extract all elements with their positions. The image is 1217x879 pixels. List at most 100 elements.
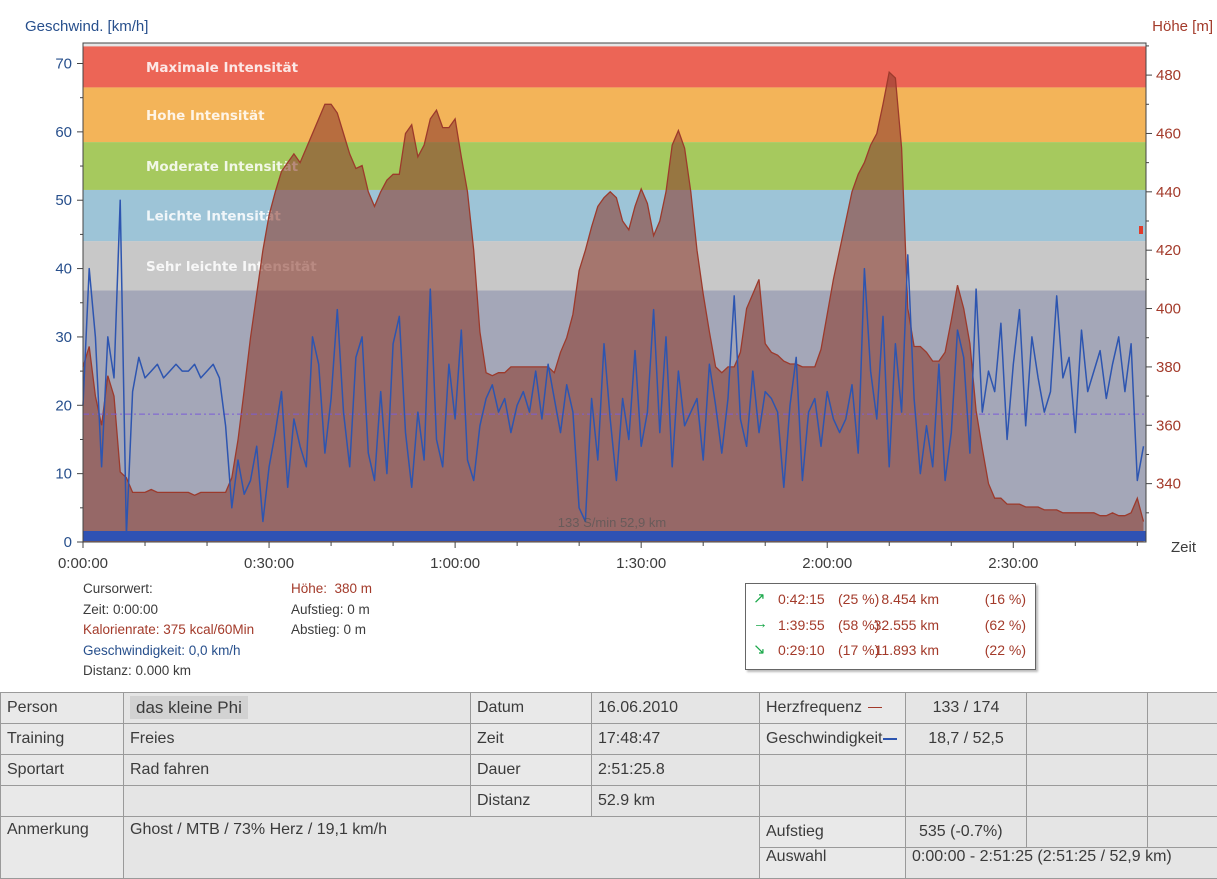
table-row: Anmerkung Ghost / MTB / 73% Herz / 19,1 … xyxy=(1,817,1217,848)
aufstieg-value: 535 (-0.7%) xyxy=(906,817,1027,848)
geschwindigkeit-label-text: Geschwindigkeit xyxy=(766,730,883,747)
empty-cell xyxy=(1027,693,1148,724)
cursor-speed: Geschwindigkeit: 0,0 km/h xyxy=(83,641,254,662)
empty-cell xyxy=(1027,817,1148,848)
stats-duration: 0:42:15 xyxy=(778,591,825,607)
stats-pct-distance: (62 %) xyxy=(985,617,1026,633)
cursor-info-left: Cursorwert: Zeit: 0:00:00 Kalorienrate: … xyxy=(83,579,254,682)
y-right-tick-label: 440 xyxy=(1156,184,1181,201)
stats-row-flat: → 1:39:55 (58 %) 32.555 km (62 %) xyxy=(746,614,1035,639)
zeit-value[interactable]: 17:48:47 xyxy=(592,724,760,755)
datum-value[interactable]: 16.06.2010 xyxy=(592,693,760,724)
y-left-tick-label: 10 xyxy=(55,466,72,483)
y-left-axis-title: Geschwind. [km/h] xyxy=(25,18,148,35)
y-right-tick-label: 340 xyxy=(1156,476,1181,493)
person-value[interactable]: das kleine Phi xyxy=(130,696,248,719)
table-row: Person das kleine Phi Datum 16.06.2010 H… xyxy=(1,693,1217,724)
auswahl-label: Auswahl xyxy=(760,848,906,879)
table-row: Sportart Rad fahren Dauer 2:51:25.8 xyxy=(1,755,1217,786)
anmerkung-label: Anmerkung xyxy=(1,817,124,879)
empty-cell xyxy=(760,755,906,786)
empty-cell xyxy=(1148,724,1217,755)
x-tick-label: 2:30:00 xyxy=(988,555,1038,572)
intensity-zone-label: Maximale Intensität xyxy=(146,60,299,76)
y-left-tick-label: 60 xyxy=(55,124,72,141)
datum-label: Datum xyxy=(471,693,592,724)
sportart-label: Sportart xyxy=(1,755,124,786)
cursor-heading: Cursorwert: xyxy=(83,579,254,600)
herzfrequenz-value: 133 / 174 xyxy=(906,693,1027,724)
intensity-zone-label: Leichte Intensität xyxy=(146,209,281,225)
stats-pct-distance: (22 %) xyxy=(985,642,1026,658)
person-field[interactable]: das kleine Phi xyxy=(124,693,471,724)
zeit-label: Zeit xyxy=(471,724,592,755)
y-right-tick-label: 420 xyxy=(1156,242,1181,259)
y-right-tick-label: 460 xyxy=(1156,125,1181,142)
distanz-label: Distanz xyxy=(471,786,592,817)
empty-cell xyxy=(124,786,471,817)
dauer-value: 2:51:25.8 xyxy=(592,755,760,786)
training-value[interactable]: Freies xyxy=(124,724,471,755)
cursor-descent: Abstieg: 0 m xyxy=(291,620,372,641)
gradient-stats-box: ↗ 0:42:15 (25 %) 8.454 km (16 %) → 1:39:… xyxy=(745,583,1036,670)
empty-cell xyxy=(1027,786,1148,817)
cursor-info-right: Höhe: 380 m Aufstieg: 0 m Abstieg: 0 m xyxy=(291,579,372,641)
empty-cell xyxy=(906,755,1027,786)
stats-duration: 0:29:10 xyxy=(778,642,825,658)
dauer-label: Dauer xyxy=(471,755,592,786)
y-right-axis-title: Höhe [m] xyxy=(1152,18,1213,35)
downhill-arrow-icon: ↘ xyxy=(753,640,766,658)
cursor-altitude: Höhe: 380 m xyxy=(291,579,372,600)
anmerkung-value[interactable]: Ghost / MTB / 73% Herz / 19,1 km/h xyxy=(124,817,760,879)
flat-arrow-icon: → xyxy=(753,615,768,632)
y-right-tick-label: 360 xyxy=(1156,417,1181,434)
selection-bar xyxy=(83,531,1146,541)
stats-duration: 1:39:55 xyxy=(778,617,825,633)
y-left-tick-label: 40 xyxy=(55,261,72,278)
aufstieg-label: Aufstieg xyxy=(760,817,906,848)
x-tick-label: 1:30:00 xyxy=(616,555,666,572)
empty-cell xyxy=(1,786,124,817)
cursor-ascent: Aufstieg: 0 m xyxy=(291,600,372,621)
cursor-marker xyxy=(1139,226,1143,234)
empty-cell xyxy=(1148,693,1217,724)
stats-distance: 11.893 km xyxy=(859,642,939,658)
auswahl-value: 0:00:00 - 2:51:25 (2:51:25 / 52,9 km) xyxy=(906,848,1217,879)
y-left-tick-label: 30 xyxy=(55,329,72,346)
cursor-time: Zeit: 0:00:00 xyxy=(83,600,254,621)
heart-rate-legend-line xyxy=(868,707,882,708)
training-info-table: Person das kleine Phi Datum 16.06.2010 H… xyxy=(0,692,1217,879)
y-right-tick-label: 380 xyxy=(1156,359,1181,376)
x-tick-label: 2:00:00 xyxy=(802,555,852,572)
speed-legend-line xyxy=(883,738,897,740)
x-tick-label: 0:00:00 xyxy=(58,555,108,572)
herzfrequenz-label: Herzfrequenz xyxy=(760,693,906,724)
y-left-tick-label: 20 xyxy=(55,397,72,414)
intensity-zone-label: Hohe Intensität xyxy=(146,108,265,124)
geschwindigkeit-value: 18,7 / 52,5 xyxy=(906,724,1027,755)
empty-cell xyxy=(906,786,1027,817)
empty-cell xyxy=(1027,724,1148,755)
geschwindigkeit-label: Geschwindigkeit xyxy=(760,724,906,755)
cursor-distance: Distanz: 0.000 km xyxy=(83,661,254,682)
center-annotation: 133 S/min 52,9 km xyxy=(558,515,666,530)
cursor-calorie-rate: Kalorienrate: 375 kcal/60Min xyxy=(83,620,254,641)
y-left-tick-label: 70 xyxy=(55,56,72,73)
stats-distance: 32.555 km xyxy=(859,617,939,633)
empty-cell xyxy=(1148,817,1217,848)
stats-row-uphill: ↗ 0:42:15 (25 %) 8.454 km (16 %) xyxy=(746,588,1035,613)
table-row: Distanz 52.9 km xyxy=(1,786,1217,817)
table-row: Training Freies Zeit 17:48:47 Geschwindi… xyxy=(1,724,1217,755)
person-label: Person xyxy=(1,693,124,724)
y-left-tick-label: 0 xyxy=(64,534,72,551)
y-right-tick-label: 480 xyxy=(1156,67,1181,84)
sportart-value[interactable]: Rad fahren xyxy=(124,755,471,786)
x-tick-label: 1:00:00 xyxy=(430,555,480,572)
stats-row-downhill: ↘ 0:29:10 (17 %) 11.893 km (22 %) xyxy=(746,639,1035,664)
uphill-arrow-icon: ↗ xyxy=(753,589,766,607)
y-left-tick-label: 50 xyxy=(55,192,72,209)
empty-cell xyxy=(760,786,906,817)
distanz-value: 52.9 km xyxy=(592,786,760,817)
x-axis-title: Zeit xyxy=(1171,539,1196,556)
